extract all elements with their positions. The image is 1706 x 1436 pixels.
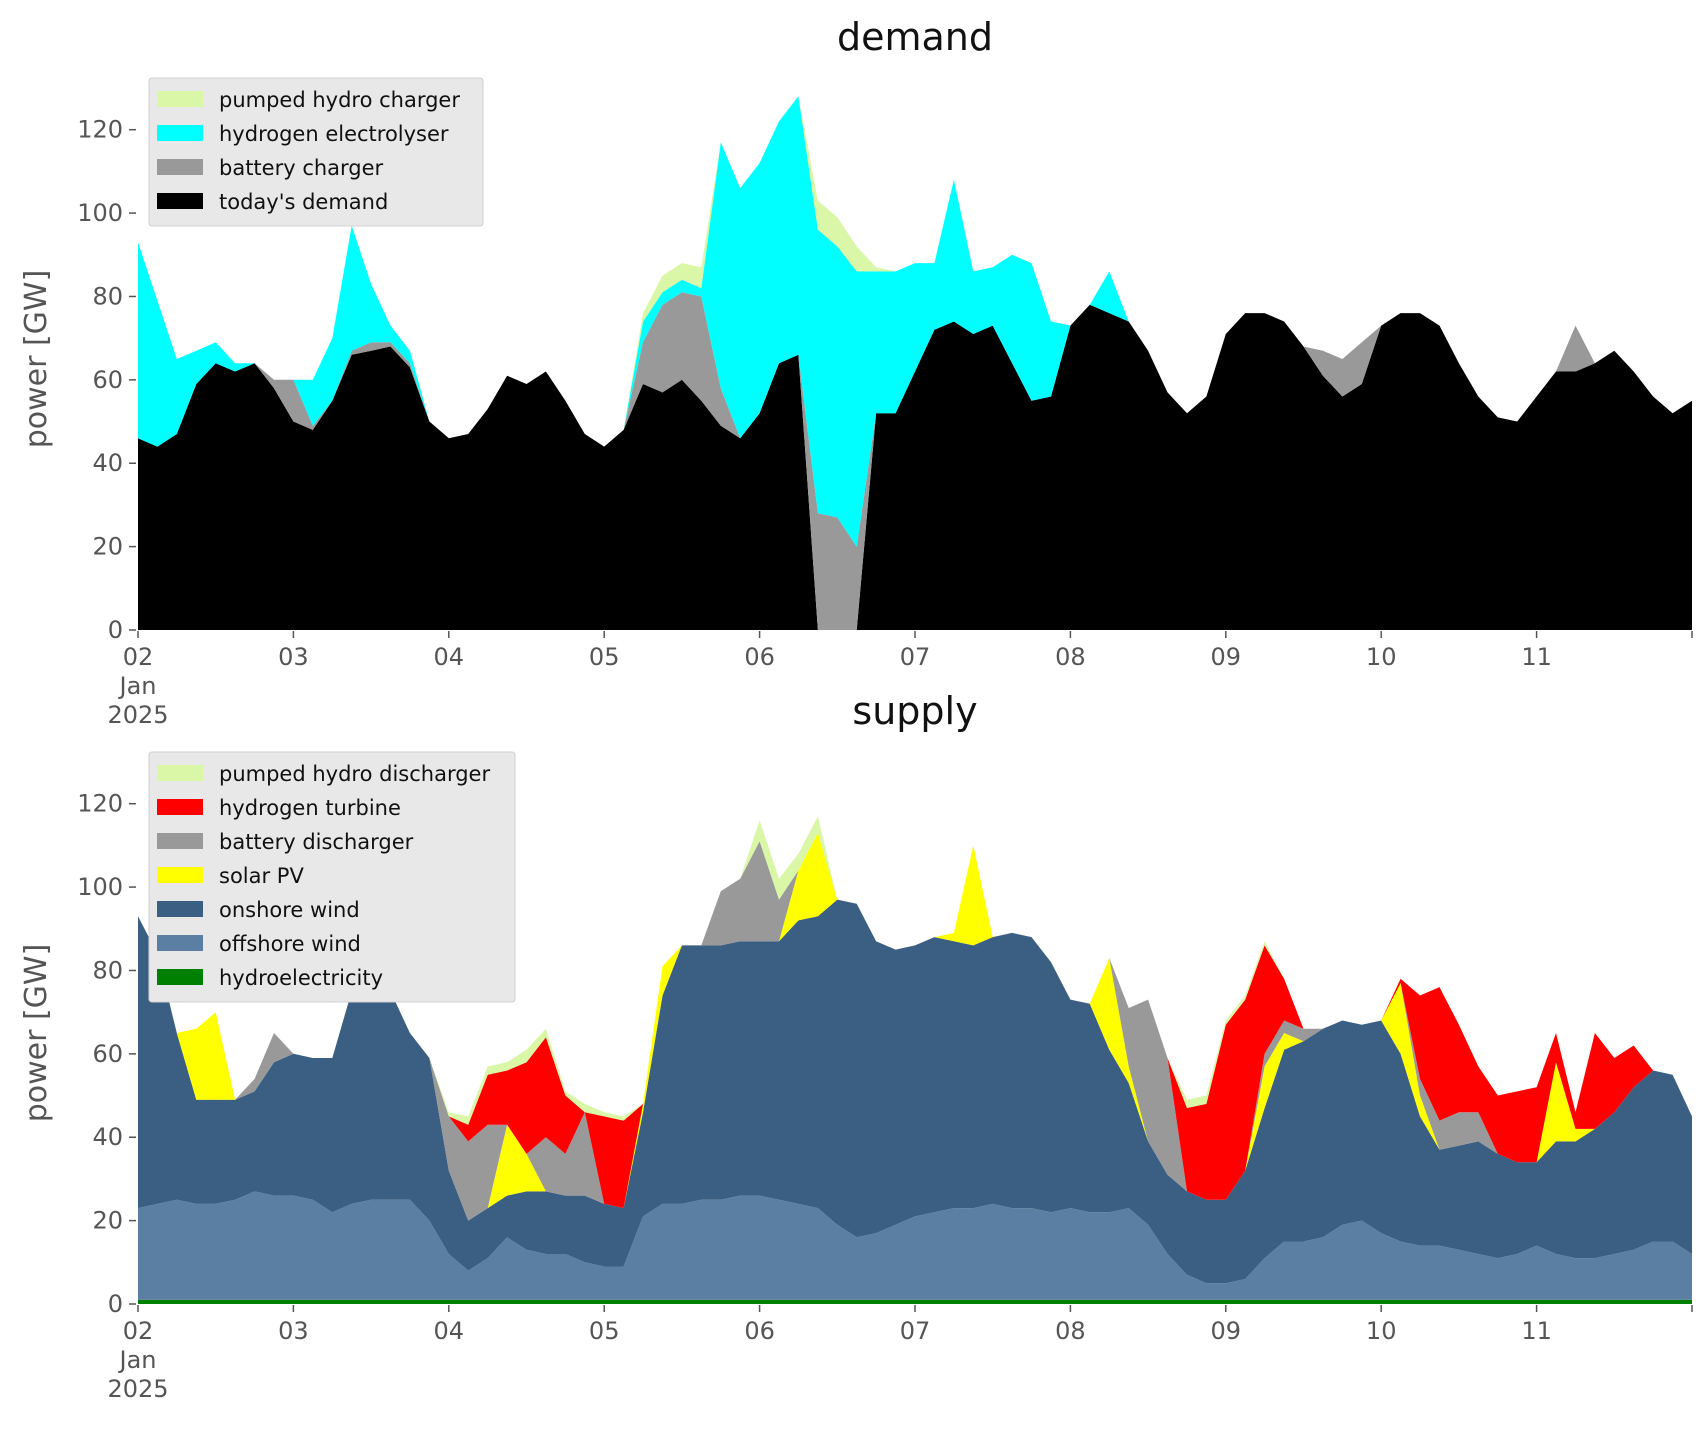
x-tick-label: 02 Jan 2025 xyxy=(107,643,168,729)
x-tick-label: 04 xyxy=(434,1317,465,1345)
legend-label-hydrogen-electrolyser: hydrogen electrolyser xyxy=(219,122,449,146)
x-tick-label: 11 xyxy=(1521,643,1552,671)
x-tick-label: 03 xyxy=(278,643,309,671)
x-tick-label: 04 xyxy=(434,643,465,671)
demand-title: demand xyxy=(837,15,993,59)
legend-box xyxy=(148,751,516,1003)
legend-label-hydroelectricity: hydroelectricity xyxy=(219,966,383,990)
area-hydroelectricity xyxy=(138,1299,1692,1304)
demand-panel: demand power [GW] 0 20 40 60 80 100 120 02 Jan 2025… xyxy=(19,15,1693,729)
y-tick-label: 0 xyxy=(108,616,123,644)
y-tick-label: 0 xyxy=(108,1290,123,1318)
y-tick-label: 60 xyxy=(92,366,123,394)
legend-swatch-hydrogen-electrolyser xyxy=(157,125,203,141)
legend-swatch-pumped-hydro-discharger xyxy=(157,765,203,781)
y-tick-label: 60 xyxy=(92,1040,123,1068)
demand-legend: pumped hydro charger hydrogen electrolyse… xyxy=(148,77,484,227)
x-tick-label: 09 xyxy=(1211,1317,1242,1345)
legend-label-hydrogen-turbine: hydrogen turbine xyxy=(219,796,401,820)
x-tick-label: 03 xyxy=(278,1317,309,1345)
legend-swatch-hydrogen-turbine xyxy=(157,799,203,815)
legend-swatch-battery-charger xyxy=(157,159,203,175)
x-tick-label: 09 xyxy=(1211,643,1242,671)
supply-legend: pumped hydro discharger hydrogen turbine b… xyxy=(148,751,516,1003)
area-today-s-demand xyxy=(138,304,1692,630)
y-tick-label: 20 xyxy=(92,533,123,561)
area-hydrogen-electrolyser xyxy=(138,96,1692,547)
legend-label-battery-charger: battery charger xyxy=(219,156,384,180)
y-axis-label: power [GW] xyxy=(19,270,54,449)
legend-label-onshore-wind: onshore wind xyxy=(219,898,360,922)
x-tick-label: 08 xyxy=(1055,643,1086,671)
y-tick-label: 80 xyxy=(92,956,123,984)
y-tick-label: 120 xyxy=(77,116,123,144)
x-tick-label: 07 xyxy=(900,1317,931,1345)
legend-label-pumped-hydro-discharger: pumped hydro discharger xyxy=(219,762,490,786)
x-tick-label: 06 xyxy=(744,1317,775,1345)
x-tick-label: 07 xyxy=(900,643,931,671)
area-hydrogen-turbine xyxy=(138,832,1692,1209)
y-tick-label: 20 xyxy=(92,1207,123,1235)
x-tick-label: 10 xyxy=(1366,643,1397,671)
legend-label-battery-discharger: battery discharger xyxy=(219,830,414,854)
y-tick-label: 40 xyxy=(92,449,123,477)
y-tick-label: 100 xyxy=(77,873,123,901)
x-tick-label: 05 xyxy=(589,1317,620,1345)
legend-swatch-onshore-wind xyxy=(157,901,203,917)
legend-swatch-today-s-demand xyxy=(157,193,203,209)
y-tick-label: 40 xyxy=(92,1123,123,1151)
legend-swatch-solar-pv xyxy=(157,867,203,883)
area-offshore-wind xyxy=(138,1191,1692,1300)
x-tick-label: 11 xyxy=(1521,1317,1552,1345)
legend-box xyxy=(148,77,484,227)
x-tick-label: 05 xyxy=(589,643,620,671)
legend-label-today-s-demand: today's demand xyxy=(219,190,388,214)
legend-label-solar-pv: solar PV xyxy=(219,864,304,888)
x-tick-label: 02 Jan 2025 xyxy=(107,1317,168,1403)
supply-panel: supply power [GW] 0 20 40 60 80 100 120 02 Jan 2025… xyxy=(19,689,1693,1403)
x-tick-label: 06 xyxy=(744,643,775,671)
x-tick-label: 08 xyxy=(1055,1317,1086,1345)
y-tick-label: 120 xyxy=(77,790,123,818)
y-tick-label: 80 xyxy=(92,282,123,310)
area-onshore-wind xyxy=(138,899,1692,1284)
y-axis-label: power [GW] xyxy=(19,944,54,1123)
supply-title: supply xyxy=(852,689,977,733)
x-tick-label: 10 xyxy=(1366,1317,1397,1345)
legend-label-pumped-hydro-charger: pumped hydro charger xyxy=(219,88,460,112)
legend-swatch-offshore-wind xyxy=(157,935,203,951)
legend-swatch-pumped-hydro-charger xyxy=(157,91,203,107)
legend-label-offshore-wind: offshore wind xyxy=(219,932,361,956)
y-tick-label: 100 xyxy=(77,199,123,227)
legend-swatch-battery-discharger xyxy=(157,833,203,849)
legend-swatch-hydroelectricity xyxy=(157,969,203,985)
